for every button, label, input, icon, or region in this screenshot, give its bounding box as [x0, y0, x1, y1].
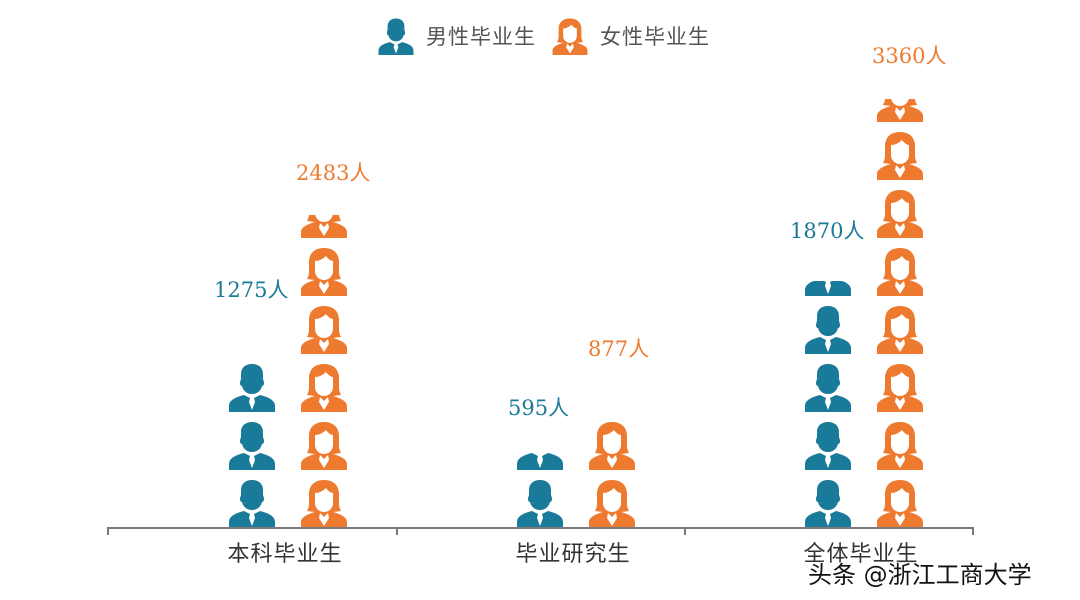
male-person-partial-icon [514, 452, 566, 470]
male-person-icon [802, 304, 854, 354]
x-axis-tick [684, 527, 686, 535]
female-person-partial-icon [874, 99, 926, 122]
x-axis-tick [107, 527, 109, 535]
legend-item-female: 女性毕业生 [550, 17, 710, 55]
female-person-icon [298, 478, 350, 528]
x-axis-tick [972, 527, 974, 535]
female-person-icon [586, 420, 638, 470]
male-person-icon [226, 420, 278, 470]
category-label-undergrad: 本科毕业生 [227, 542, 343, 567]
female-person-icon [298, 246, 350, 296]
female-value-label: 877人 [588, 337, 650, 361]
female-person-icon [874, 188, 926, 238]
male-person-icon [226, 478, 278, 528]
legend-label-male: 男性毕业生 [426, 25, 536, 49]
female-person-icon [874, 130, 926, 180]
legend-item-male: 男性毕业生 [376, 17, 536, 55]
legend: 男性毕业生 女性毕业生 [376, 16, 724, 56]
female-person-partial-icon [298, 215, 350, 238]
female-person-icon [298, 304, 350, 354]
female-person-icon [874, 304, 926, 354]
female-person-icon [874, 478, 926, 528]
female-person-icon [552, 18, 588, 55]
category-label-total: 全体毕业生 [803, 542, 919, 567]
male-person-icon [378, 18, 414, 55]
male-person-icon [514, 478, 566, 528]
male-value-label: 1870人 [790, 219, 865, 243]
male-value-label: 1275人 [214, 278, 289, 302]
watermark: 头条 @浙江工商大学 [808, 561, 1032, 589]
female-person-icon [298, 362, 350, 412]
female-person-icon [874, 362, 926, 412]
male-person-partial-icon [802, 281, 854, 296]
female-person-icon [298, 420, 350, 470]
male-person-icon [802, 420, 854, 470]
female-person-icon [874, 246, 926, 296]
male-person-icon [226, 362, 278, 412]
male-value-label: 595人 [508, 396, 570, 420]
legend-label-female: 女性毕业生 [600, 25, 710, 49]
female-value-label: 2483人 [296, 161, 371, 185]
male-person-icon [802, 478, 854, 528]
male-person-icon [802, 362, 854, 412]
female-value-label: 3360人 [872, 44, 947, 68]
female-person-icon [586, 478, 638, 528]
x-axis [108, 527, 974, 529]
category-label-graduate: 毕业研究生 [515, 542, 631, 567]
x-axis-tick [396, 527, 398, 535]
female-person-icon [874, 420, 926, 470]
